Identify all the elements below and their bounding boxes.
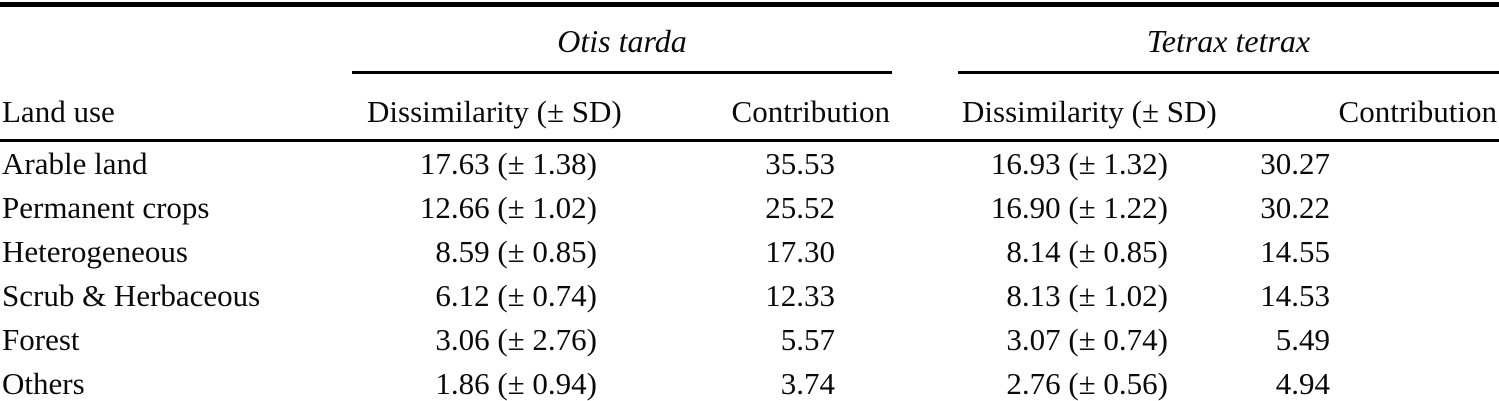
species-header-row: Otis tarda Tetrax tetrax [0,4,1499,74]
otis-contribution-column-header: Contribution [640,72,892,142]
gap-cell [892,141,958,187]
tetrax-dissimilarity-cell: 16.90 (± 1.22) [990,190,1168,225]
otis-contribution-cell: 3.74 [780,366,835,401]
land-use-cell: Arable land [2,146,148,181]
column-gap-spacer [892,72,958,142]
land-use-cell: Others [2,366,85,401]
gap-cell [892,230,958,274]
otis-contribution-cell: 25.52 [765,190,835,225]
tetrax-contribution-cell: 14.53 [1260,278,1330,313]
tetrax-contribution-cell: 5.49 [1275,322,1330,357]
tetrax-dissimilarity-cell: 8.13 (± 1.02) [1006,278,1168,313]
tetrax-contribution-cell: 14.55 [1260,234,1330,269]
table-row-scrub-herbaceous: Scrub & Herbaceous 6.12 (± 0.74) 12.33 8… [0,274,1499,318]
column-header-row: Land use Dissimilarity (± SD) Contributi… [0,72,1499,142]
land-use-cell: Scrub & Herbaceous [2,278,261,313]
tetrax-dissimilarity-cell: 3.07 (± 0.74) [1006,322,1168,357]
gap-cell [892,186,958,230]
tetrax-contribution-cell: 4.94 [1275,366,1330,401]
table-row-others: Others 1.86 (± 0.94) 3.74 2.76 (± 0.56) … [0,362,1499,401]
otis-dissimilarity-cell: 3.06 (± 2.76) [435,322,597,357]
otis-dissimilarity-cell: 12.66 (± 1.02) [419,190,597,225]
species-header-tetrax-tetrax: Tetrax tetrax [958,4,1499,74]
tetrax-contribution-cell: 30.22 [1260,190,1330,225]
column-gap-spacer [892,5,958,73]
species-header-otis-tarda: Otis tarda [352,4,892,74]
tetrax-contribution-cell: 30.27 [1260,146,1330,181]
otis-contribution-cell: 12.33 [765,278,835,313]
table-header: Otis tarda Tetrax tetrax Land use Dissim… [0,4,1499,142]
tetrax-contribution-column-header: Contribution [1225,72,1499,142]
table-row-heterogeneous: Heterogeneous 8.59 (± 0.85) 17.30 8.14 (… [0,230,1499,274]
table-row-forest: Forest 3.06 (± 2.76) 5.57 3.07 (± 0.74) … [0,318,1499,362]
gap-cell [892,274,958,318]
otis-dissimilarity-cell: 8.59 (± 0.85) [435,234,597,269]
land-use-cell: Heterogeneous [2,234,188,269]
tetrax-dissimilarity-cell: 2.76 (± 0.56) [1006,366,1168,401]
otis-dissimilarity-cell: 6.12 (± 0.74) [435,278,597,313]
tetrax-dissimilarity-column-header: Dissimilarity (± SD) [958,72,1225,142]
table-body: Arable land 17.63 (± 1.38) 35.53 16.93 (… [0,141,1499,401]
land-use-column-header: Land use [0,72,352,142]
gap-cell [892,362,958,401]
table-row-permanent-crops: Permanent crops 12.66 (± 1.02) 25.52 16.… [0,186,1499,230]
land-use-cell: Forest [2,322,80,357]
species-row-spacer [0,5,352,73]
table-row-arable-land: Arable land 17.63 (± 1.38) 35.53 16.93 (… [0,141,1499,187]
otis-contribution-cell: 5.57 [780,322,835,357]
otis-dissimilarity-cell: 1.86 (± 0.94) [435,366,597,401]
tetrax-dissimilarity-cell: 16.93 (± 1.32) [990,146,1168,181]
land-use-cell: Permanent crops [2,190,210,225]
otis-contribution-cell: 35.53 [765,146,835,181]
tetrax-dissimilarity-cell: 8.14 (± 0.85) [1006,234,1168,269]
otis-dissimilarity-cell: 17.63 (± 1.38) [419,146,597,181]
otis-dissimilarity-column-header: Dissimilarity (± SD) [352,72,640,142]
gap-cell [892,318,958,362]
otis-contribution-cell: 17.30 [765,234,835,269]
